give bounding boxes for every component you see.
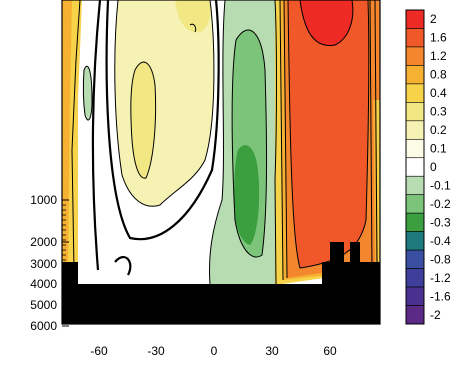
contour-lines xyxy=(71,0,378,286)
x-tick-label: -30 xyxy=(147,344,165,358)
zero-contour-line xyxy=(114,256,132,276)
contour-line xyxy=(231,29,268,258)
contour-line xyxy=(209,0,226,286)
y-tick-label: 4000 xyxy=(30,277,57,291)
band-red-core xyxy=(300,0,353,46)
contour-line xyxy=(130,61,157,179)
colorbar-swatch xyxy=(405,28,425,48)
colorbar-label: -1.2 xyxy=(430,271,451,285)
zero-contour-line xyxy=(91,0,102,271)
contour-line xyxy=(189,23,197,33)
colorbar-swatch xyxy=(405,157,425,177)
band-red-orange xyxy=(288,0,369,268)
band-yellow-left xyxy=(68,0,82,270)
band-green-left-sliver xyxy=(83,66,92,120)
contour-line xyxy=(283,0,288,279)
y-tick-label: 2000 xyxy=(30,235,57,249)
colorbar-swatch xyxy=(405,305,425,325)
zero-contour xyxy=(91,0,220,276)
colorbar-label: 0.1 xyxy=(430,142,447,156)
colorbar-label: -0.1 xyxy=(430,178,451,192)
colorbar-label: -0.2 xyxy=(430,197,451,211)
x-tick-label: -60 xyxy=(90,344,108,358)
bathymetry-mask xyxy=(62,242,380,324)
contour-line xyxy=(71,0,81,271)
band-top-yellow xyxy=(175,0,211,33)
colorbar-swatch xyxy=(405,120,425,140)
colorbar-swatch xyxy=(405,9,425,29)
contour-line xyxy=(279,0,284,281)
y-tick-label: 1000 xyxy=(30,193,57,207)
plot-frame xyxy=(61,0,381,325)
colorbar-label: -1.6 xyxy=(430,289,451,303)
zero-contour-line xyxy=(105,0,220,241)
colorbar-swatch xyxy=(405,249,425,269)
x-tick-label: 60 xyxy=(323,344,337,358)
colorbar-swatch xyxy=(405,83,425,103)
colorbar-swatch xyxy=(405,231,425,251)
contour-line xyxy=(374,0,378,266)
colorbar-label: -2 xyxy=(430,308,441,322)
colorbar-swatch xyxy=(405,175,425,196)
colorbar-label: 0 xyxy=(430,160,437,174)
colorbar-label: 0.4 xyxy=(430,86,447,100)
colorbar-swatch xyxy=(405,138,425,159)
colorbar-label: 1.6 xyxy=(430,31,447,45)
y-tick-label: 5000 xyxy=(30,298,57,312)
contour-line xyxy=(299,0,354,46)
colorbar-frame xyxy=(405,9,425,325)
contour-line xyxy=(114,0,215,207)
colorbar-swatch xyxy=(405,102,425,122)
contour-line xyxy=(82,65,93,121)
y-axis: 1000 2000 3000 4000 5000 6000 xyxy=(30,193,69,333)
colorbar-swatch xyxy=(405,212,425,232)
x-tick-label: 30 xyxy=(265,344,279,358)
colorbar-label: 2 xyxy=(430,12,437,26)
colorbar-label: 0.2 xyxy=(430,123,447,137)
colorbar-label: -0.3 xyxy=(430,215,451,229)
plot-area xyxy=(62,0,380,324)
colorbar-swatch xyxy=(405,46,425,66)
band-dark-green xyxy=(234,145,260,245)
colorbar-swatch xyxy=(405,286,425,306)
contour-line xyxy=(274,0,277,286)
y-tick-label: 3000 xyxy=(30,257,57,271)
band-yellow-inner xyxy=(130,62,156,179)
contour-line xyxy=(369,0,373,271)
colorbar-swatch xyxy=(405,65,425,85)
y-tick-label: 6000 xyxy=(30,319,57,333)
colorbar-label: -0.4 xyxy=(430,234,451,248)
x-axis: -60 -30 0 30 60 xyxy=(69,316,378,358)
colorbar-label: 0.3 xyxy=(430,105,447,119)
colorbar-label: 0.8 xyxy=(430,68,447,82)
colorbar-swatch xyxy=(405,194,425,214)
colorbar-label: -0.8 xyxy=(430,252,451,266)
colorbar: 2 1.6 1.2 0.8 0.4 0.3 0.2 0.1 0 -0.1 -0.2 -0.3 -0.4 -… xyxy=(405,9,451,325)
colorbar-swatch xyxy=(405,268,425,288)
colorbar-label: 1.2 xyxy=(430,49,447,63)
x-tick-label: 0 xyxy=(211,344,218,358)
